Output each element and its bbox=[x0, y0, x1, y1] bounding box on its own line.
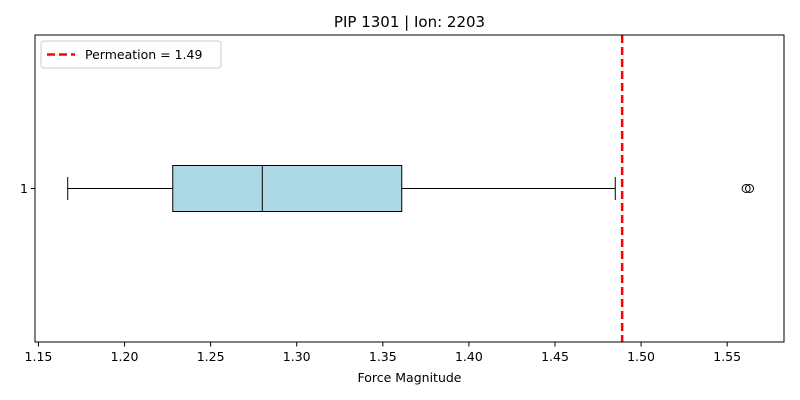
x-tick-label: 1.30 bbox=[283, 349, 311, 364]
box-iqr bbox=[172, 165, 403, 212]
x-tick-label: 1.35 bbox=[369, 349, 397, 364]
y-tick-label: 1 bbox=[20, 181, 28, 196]
legend-label-permeation: Permeation = 1.49 bbox=[85, 47, 202, 62]
x-tick-label: 1.50 bbox=[627, 349, 655, 364]
plot-area: 1 1.15 1.20 1.25 1.30 1.35 1.40 1.45 1.50 1.55 bbox=[20, 34, 785, 364]
x-tick-label: 1.45 bbox=[541, 349, 569, 364]
x-tick-label: 1.20 bbox=[111, 349, 139, 364]
axes-frame bbox=[34, 34, 785, 343]
outlier-point bbox=[745, 184, 755, 193]
x-tick-label: 1.25 bbox=[197, 349, 225, 364]
x-tick-label: 1.55 bbox=[713, 349, 741, 364]
x-axis-label: Force Magnitude bbox=[357, 370, 461, 385]
outlier-point bbox=[741, 184, 751, 193]
legend-frame bbox=[40, 40, 222, 69]
legend: Permeation = 1.49 bbox=[40, 40, 222, 69]
x-tick-label: 1.15 bbox=[25, 349, 53, 364]
x-tick-label: 1.40 bbox=[455, 349, 483, 364]
chart-title: PIP 1301 | Ion: 2203 bbox=[334, 13, 485, 31]
